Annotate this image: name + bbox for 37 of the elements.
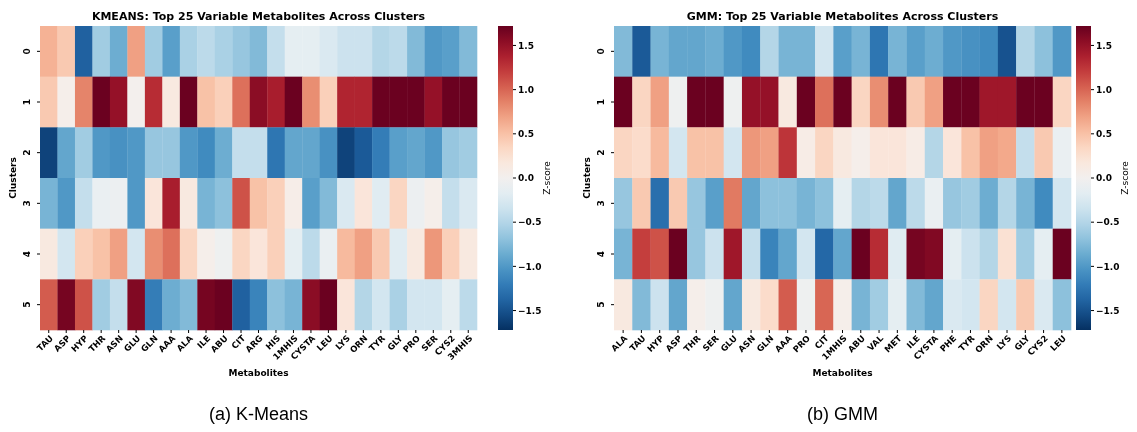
y-tick-label: 0	[596, 48, 606, 55]
y-tick-label: 1	[22, 98, 32, 106]
y-tick-label: 1	[596, 98, 606, 106]
color-bar-label: −1.0	[518, 261, 542, 272]
color-bar-label: −0.5	[518, 217, 542, 228]
y-tick-label: 2	[22, 149, 32, 156]
y-tick-label: 4	[596, 250, 606, 258]
y-axis-title: Clusters	[582, 157, 592, 199]
color-bar-label: −1.5	[518, 305, 542, 316]
color-bar-label: 1.0	[1096, 84, 1112, 95]
color-bar-label: 0.5	[518, 128, 534, 139]
text: (a) K-Means	[208, 404, 309, 424]
text: (b) GMM	[807, 404, 878, 424]
y-tick-label: 0	[22, 48, 32, 55]
color-bar-title: Z-score	[1120, 160, 1130, 195]
x-tick-label: TYR	[956, 332, 977, 354]
y-tick-label: 3	[596, 200, 606, 207]
color-bar-label: 0.0	[1096, 173, 1112, 184]
color-bar-label: 1.5	[518, 40, 534, 51]
chart-title: KMEANS: Top 25 Variable Metabolites Across Clusters	[91, 10, 426, 23]
y-tick-label: 2	[596, 149, 606, 156]
color-bar-label: −0.5	[1096, 217, 1120, 228]
color-bar-label: 1.5	[1096, 40, 1112, 51]
color-bar-title: Z-score	[542, 160, 552, 195]
x-axis-title: Metabolites	[228, 368, 289, 378]
x-axis-title: Metabolites	[812, 368, 873, 378]
color-bar-label: −1.0	[1096, 261, 1120, 272]
y-axis-title: Clusters	[8, 157, 18, 199]
y-tick-label: 4	[22, 250, 32, 258]
y-tick-label: 3	[22, 200, 32, 207]
color-bar-label: 0.0	[518, 173, 534, 184]
color-bar-label: 1.0	[518, 84, 534, 95]
chart-title: GMM: Top 25 Variable Metabolites Across Clusters	[686, 10, 999, 23]
color-bar-label: −1.5	[1096, 305, 1120, 316]
color-bar-label: 0.5	[1096, 128, 1112, 139]
y-tick-label: 5	[596, 301, 606, 308]
y-tick-label: 5	[22, 301, 32, 308]
